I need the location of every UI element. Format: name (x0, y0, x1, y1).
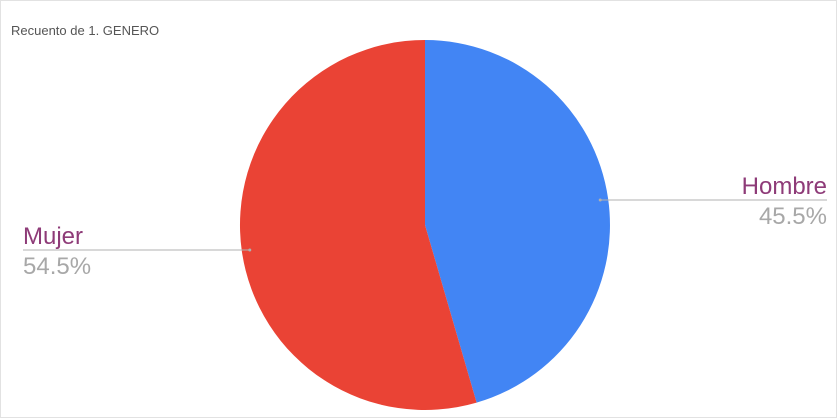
slice-label-mujer: Mujer (23, 223, 83, 250)
pie-slice-hombre[interactable] (425, 40, 610, 403)
pie-slices (239, 40, 610, 410)
pie-slice-mujer[interactable] (239, 40, 477, 410)
chart-title: Recuento de 1. GENERO (11, 23, 160, 38)
slice-value-hombre: 45.5% (759, 203, 827, 230)
slice-label-hombre: Hombre (742, 173, 827, 200)
slice-value-mujer: 54.5% (23, 253, 91, 280)
pie-labels: Hombre 45.5% Mujer 54.5% (23, 173, 827, 280)
